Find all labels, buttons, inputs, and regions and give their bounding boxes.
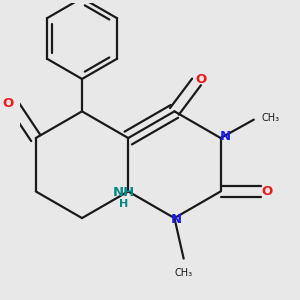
Text: H: H [119,199,128,209]
Text: NH: NH [112,186,135,199]
Text: N: N [171,213,182,226]
Circle shape [221,132,230,141]
Text: O: O [196,73,207,85]
Circle shape [196,75,206,84]
Circle shape [4,98,13,108]
Circle shape [172,216,180,224]
Circle shape [262,187,271,196]
Text: CH₃: CH₃ [175,268,193,278]
Text: O: O [261,185,272,198]
Text: N: N [220,130,231,143]
Text: CH₃: CH₃ [261,113,279,123]
Text: O: O [3,97,14,110]
